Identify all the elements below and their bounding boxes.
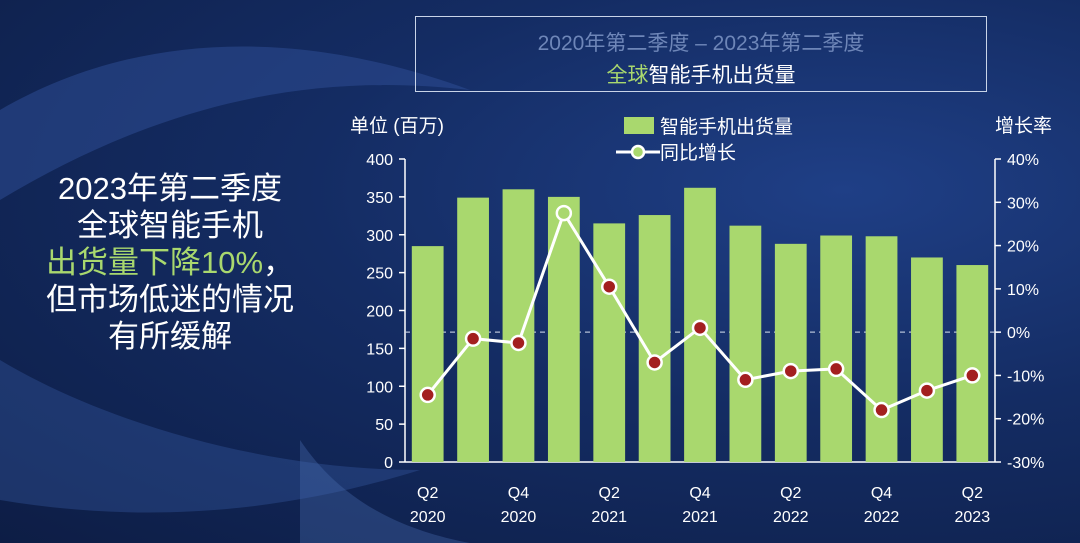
legend-line-label: 同比增长 [660, 142, 736, 164]
x-tick-year: 2021 [682, 509, 718, 526]
growth-marker [782, 362, 800, 380]
growth-marker [510, 334, 527, 352]
shipment-bar [593, 223, 626, 462]
y-tick-label: 300 [366, 228, 393, 245]
chart-title-box: 2020年第二季度 – 2023年第二季度 全球智能手机出货量 [415, 16, 987, 92]
shipment-bar [911, 257, 943, 462]
y-tick-label: 400 [366, 152, 393, 169]
shipment-bar [411, 246, 444, 462]
headline-line-4: 但市场低迷的情况 [46, 282, 294, 317]
legend-line-marker [630, 144, 646, 160]
x-tick-quarter: Q4 [871, 485, 892, 502]
shipment-bar [638, 215, 671, 462]
y2-tick-label: -10% [1007, 368, 1044, 385]
growth-marker [646, 354, 663, 371]
x-tick-year: 2020 [501, 509, 537, 526]
x-tick-year: 2020 [410, 509, 446, 526]
growth-marker [827, 360, 845, 378]
growth-marker [964, 367, 981, 384]
headline: 2023年第二季度 全球智能手机 出货量下降10%， 但市场低迷的情况 有所缓解 [20, 170, 320, 355]
y-tick-label: 150 [366, 341, 393, 358]
y-tick-label: 100 [366, 379, 393, 396]
x-tick-quarter: Q2 [962, 485, 983, 502]
shipment-bar [820, 235, 853, 462]
chart-title-rest: 智能手机出货量 [648, 64, 796, 87]
x-tick-quarter: Q2 [599, 485, 620, 502]
growth-marker [691, 319, 709, 337]
shipment-bar [956, 265, 989, 462]
chart-title-highlight: 全球 [606, 64, 649, 87]
y-tick-label: 0 [384, 455, 393, 472]
y-tick-label: 200 [366, 304, 393, 321]
y2-tick-label: 0% [1007, 325, 1030, 342]
y-tick-label: 350 [366, 190, 393, 207]
y2-axis-unit-label: 增长率 [995, 115, 1052, 137]
growth-marker [419, 386, 436, 404]
shipment-bar [547, 196, 580, 462]
growth-marker [737, 371, 754, 389]
x-tick-year: 2021 [591, 509, 627, 526]
y-tick-label: 50 [375, 417, 393, 434]
growth-marker [600, 278, 618, 295]
x-tick-year: 2022 [773, 509, 809, 526]
shipment-bar [502, 189, 535, 463]
shipment-bar [774, 243, 807, 462]
x-tick-year: 2022 [864, 509, 900, 526]
y-tick-label: 250 [366, 266, 393, 283]
y2-tick-label: 40% [1007, 152, 1039, 169]
growth-marker [918, 382, 936, 399]
growth-marker [873, 401, 890, 419]
x-tick-quarter: Q2 [780, 485, 801, 502]
headline-line-1: 2023年第二季度 [58, 171, 282, 206]
shipment-bar [729, 225, 762, 462]
chart-title-period: 2020年第二季度 – 2023年第二季度 [537, 32, 865, 55]
headline-punct: ， [263, 245, 295, 280]
legend-bar-swatch [624, 117, 654, 134]
shipment-bar [457, 197, 489, 462]
shipment-bar [865, 236, 898, 462]
x-tick-quarter: Q4 [689, 485, 710, 502]
y2-tick-label: -30% [1007, 455, 1044, 472]
growth-marker [555, 204, 573, 222]
growth-marker [464, 330, 482, 347]
chart-title-main: 全球智能手机出货量 [416, 59, 986, 89]
y-axis-unit-label: 单位 (百万) [350, 115, 444, 137]
y2-tick-label: 20% [1007, 239, 1039, 256]
x-tick-quarter: Q2 [417, 485, 438, 502]
headline-highlight: 出货量下降10% [45, 245, 264, 280]
y2-tick-label: -20% [1007, 412, 1044, 429]
headline-line-3: 出货量下降10%， [20, 244, 320, 281]
headline-line-5: 有所缓解 [108, 319, 232, 354]
x-tick-quarter: Q4 [508, 485, 529, 502]
x-tick-year: 2023 [955, 509, 991, 526]
legend-bar-label: 智能手机出货量 [660, 116, 793, 138]
y2-tick-label: 10% [1007, 282, 1039, 299]
headline-line-2: 全球智能手机 [77, 208, 263, 243]
y2-tick-label: 30% [1007, 195, 1039, 212]
